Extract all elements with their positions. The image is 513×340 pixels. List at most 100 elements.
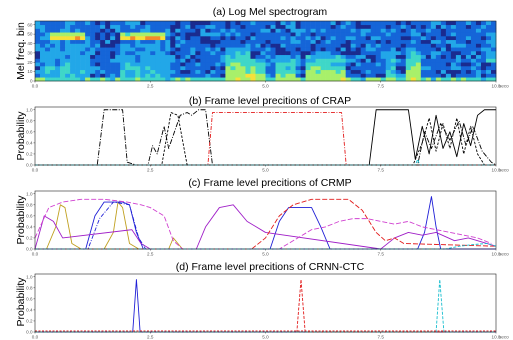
spectrogram-cell — [455, 28, 462, 33]
spectrogram-cell — [75, 39, 81, 44]
spectrogram-cell — [420, 77, 427, 82]
spectrogram-cell — [245, 39, 251, 44]
spectrogram-cell — [240, 43, 246, 48]
spectrogram-cell — [365, 43, 372, 48]
spectrogram-cell — [225, 51, 231, 56]
spectrogram-cell — [120, 28, 126, 33]
spectrogram-cell — [475, 51, 482, 56]
spectrogram-cell — [385, 62, 392, 67]
spectrogram-cell — [235, 69, 241, 74]
spectrogram-cell — [375, 77, 382, 82]
spectrogram-cell — [265, 66, 271, 71]
spectrogram-cell — [375, 39, 382, 44]
y-tick-label: 40 — [27, 41, 33, 46]
spectrogram-cell — [265, 28, 271, 33]
spectrogram-cell — [145, 28, 151, 33]
spectrogram-cell — [345, 54, 351, 59]
spectrogram-cell — [380, 54, 387, 59]
spectrogram-cell — [390, 39, 397, 44]
spectrogram-cell — [85, 73, 91, 78]
spectrogram-cell — [260, 66, 266, 71]
spectrogram-cell — [470, 39, 477, 44]
spectrogram-cell — [330, 66, 336, 71]
spectrogram-cell — [475, 58, 482, 63]
spectrogram-cell — [280, 58, 286, 63]
spectrogram-cell — [225, 21, 231, 26]
spectrogram-cell — [365, 21, 372, 26]
spectrogram-cell — [190, 24, 196, 29]
spectrogram-cell — [250, 47, 256, 52]
spectrogram-cell — [95, 43, 101, 48]
spectrogram-cell — [105, 77, 111, 82]
spectrogram-cell — [285, 21, 291, 26]
spectrogram-cell — [75, 66, 81, 71]
spectrogram-cell — [490, 54, 497, 59]
spectrogram-cell — [105, 54, 111, 59]
spectrogram-cell — [275, 77, 281, 82]
spectrogram-cell — [365, 36, 372, 41]
spectrogram-cell — [315, 24, 321, 29]
spectrogram-cell — [340, 62, 346, 67]
spectrogram-cell — [395, 47, 402, 52]
spectrogram-cell — [295, 58, 301, 63]
crap-panel: (b) Frame level precitions of CRAP Proba… — [15, 95, 509, 173]
spectrogram-cell — [200, 36, 206, 41]
spectrogram-cell — [300, 39, 306, 44]
spectrogram-cell — [270, 36, 276, 41]
spectrogram-cell — [265, 32, 271, 37]
spectrogram-cell — [490, 47, 497, 52]
spectrogram-cell — [325, 66, 331, 71]
spectrogram-cell — [415, 62, 422, 67]
spectrogram-cell — [345, 51, 351, 56]
spectrogram-cell — [465, 62, 472, 67]
spectrogram-cell — [250, 36, 256, 41]
spectrogram-cell — [140, 28, 146, 33]
spectrogram-cell — [320, 43, 326, 48]
spectrogram-cell — [145, 21, 151, 26]
spectrogram-cell — [175, 32, 181, 37]
x-tick-label: 0.0 — [32, 84, 39, 89]
spectrogram-cell — [195, 36, 201, 41]
spectrogram-cell — [280, 66, 286, 71]
spectrogram-cell — [60, 69, 66, 74]
spectrogram-cell — [405, 51, 412, 56]
spectrogram-cell — [110, 32, 116, 37]
spectrogram-cell — [50, 77, 56, 82]
spectrogram-cell — [260, 21, 266, 26]
spectrogram-cell — [260, 39, 266, 44]
spectrogram-cell — [190, 77, 196, 82]
spectrogram-cell — [335, 69, 341, 74]
spectrogram-cell — [340, 32, 346, 37]
spectrogram-cell — [325, 43, 331, 48]
spectrogram-cell — [370, 32, 377, 37]
spectrogram-cell — [475, 66, 482, 71]
spectrogram-cell — [65, 24, 71, 29]
spectrogram-cell — [430, 36, 437, 41]
spectrogram-cell — [335, 28, 341, 33]
spectrogram-cell — [220, 47, 226, 52]
spectrogram-cell — [75, 21, 81, 26]
spectrogram-cell — [105, 47, 111, 52]
spectrogram-cell — [160, 73, 166, 78]
spectrogram-cell — [410, 58, 417, 63]
spectrogram-cell — [90, 58, 96, 63]
spectrogram-cell — [300, 62, 306, 67]
spectrogram-cell — [80, 69, 86, 74]
spectrogram-cell — [130, 36, 136, 41]
spectrogram-cell — [400, 73, 407, 78]
spectrogram-cell — [390, 28, 397, 33]
spectrogram-cell — [175, 39, 181, 44]
spectrogram-cell — [185, 62, 191, 67]
spectrogram-cell — [90, 43, 96, 48]
spectrogram-cell — [355, 32, 362, 37]
spectrogram-cell — [90, 36, 96, 41]
spectrogram-cell — [55, 39, 61, 44]
spectrogram-cell — [75, 62, 81, 67]
spectrogram-cell — [355, 47, 362, 52]
spectrogram-cell — [240, 32, 246, 37]
spectrogram-cell — [355, 36, 362, 41]
spectrogram-cell — [150, 73, 156, 78]
spectrogram-cell — [155, 69, 161, 74]
spectrogram-cell — [340, 54, 346, 59]
